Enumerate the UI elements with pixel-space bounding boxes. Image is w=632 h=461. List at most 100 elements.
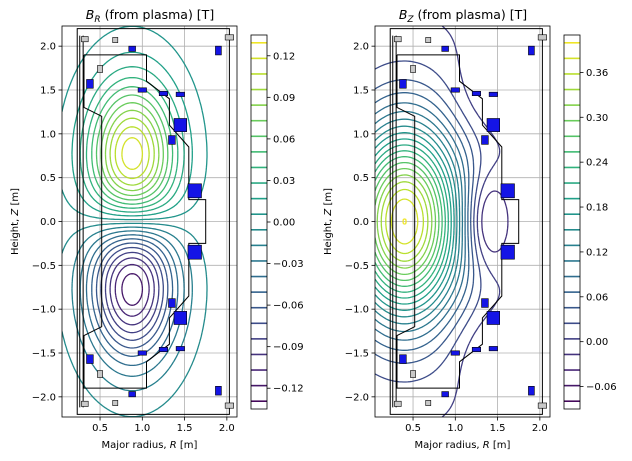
y-axis-label-unit: [m] [10,188,21,209]
x-tick-label: 0.5 [405,423,421,434]
passive-structure [537,402,547,409]
y-tick-label: 0.5 [40,173,56,184]
passive-structure [97,370,103,378]
machine-geometry [389,28,547,415]
pf-coil [173,311,187,325]
pf-coil [187,244,202,260]
y-tick-label: 0.0 [353,217,369,228]
y-tick-label: 2.0 [40,42,56,53]
passive-structure [112,37,119,43]
passive-structure [394,400,402,407]
colorbar-tick-label: 0.09 [273,93,295,104]
chart-title-text: (from plasma) [T] [414,7,528,22]
first-wall [396,54,520,389]
pf-coil [528,386,535,396]
pf-coil [137,350,147,356]
first-wall [83,54,207,389]
passive-structure [81,36,89,43]
contour-level-23 [402,218,407,225]
x-axis-label: Major radius, R [m] [415,440,511,451]
x-tick-label: 2.0 [532,423,548,434]
pf-coil [158,347,168,352]
y-tick-label: 0.0 [40,217,56,228]
x-axis-label-text: Major radius, [415,440,483,451]
x-tick-label: 1.0 [447,423,463,434]
y-tick-label: −0.5 [345,261,369,272]
contour-level-5 [375,60,482,383]
passive-structure [410,65,416,73]
pf-coil [399,79,407,89]
contour-lines [375,26,509,417]
x-axis-label-unit: [m] [490,440,511,451]
contour-level-19 [104,109,160,192]
y-tick-label: −1.5 [345,349,369,360]
pf-coil [471,91,481,96]
pf-coil [137,87,147,93]
contour-level-20 [109,117,155,186]
br-panel: 0.5 1.0 1.5 2.0 2.0 1.5 1.0 0.5 0.0 −0.5 −1.0 −1.5 −… [10,7,304,451]
contour-level-5 [100,246,164,341]
contour-level-12 [62,26,208,221]
y-tick-label: −1.0 [32,305,56,316]
contour-level-22 [121,137,144,170]
colorbar-tick-label: 0.03 [273,176,295,187]
passive-structure [410,370,416,378]
contour-level-16 [91,86,174,205]
y-tick-label: −2.0 [345,392,369,403]
pf-coil [500,244,515,260]
pf-coil [399,354,407,364]
passive-structure [224,34,234,41]
contour-level-10 [71,226,193,392]
pf-coil [450,350,460,356]
pf-coil [450,87,460,93]
x-tick-label: 0.5 [92,423,108,434]
chart-title-text: (from plasma) [T] [101,7,215,22]
contour-level-13 [375,138,452,305]
colorbar-tick-label: 0.36 [586,68,608,79]
pf-coil [481,298,489,308]
contour-level-11 [62,222,208,417]
colorbar-tick-label: 0.30 [586,113,608,124]
y-tick-label: −0.5 [32,261,56,272]
y-tick-label: −2.0 [32,392,56,403]
contour-level-1 [121,273,144,306]
pf-coil [187,183,202,199]
colorbar: 0.12 0.09 0.06 0.03 0.00 −0.03 −0.06 −0.09 −0.12 [250,34,304,410]
pf-coil [215,45,222,56]
y-tick-label: −1.0 [345,305,369,316]
x-axis-label-text: Major radius, [102,440,170,451]
contour-level-17 [95,94,169,201]
colorbar-tick-label: 0.18 [586,203,608,214]
colorbar-tick-label: 0.00 [273,218,295,229]
pf-coil [488,346,498,352]
colorbar-tick-label: −0.09 [273,342,304,353]
colorbar-tick-label: 0.12 [586,247,608,258]
colorbar-tick-label: −0.06 [586,382,617,393]
y-axis-label-text: Height, [323,216,334,255]
contour-level-8 [85,234,179,367]
machine-geometry [76,28,234,415]
y-axis-label: Height, Z [m] [10,188,21,255]
contour-level-8 [375,102,466,341]
y-tick-label: 0.5 [353,173,369,184]
y-axis-label-text: Height, [10,216,21,255]
vessel-outer [389,28,543,415]
chart-title-symbol: B [399,7,408,22]
x-axis-label-var: R [170,440,177,451]
pf-coil [168,135,176,145]
y-tick-label: −1.5 [32,349,56,360]
chart-title: BZ (from plasma) [T] [399,7,527,25]
contour-level-14 [375,144,449,299]
chart-title-subscript: R [94,15,100,25]
pf-coil [128,45,136,52]
chart-title: BR (from plasma) [T] [86,7,214,25]
y-tick-label: 1.5 [40,85,56,96]
colorbar-tick-label: 0.12 [273,51,295,62]
colorbar-frame [563,34,581,410]
colorbar-tick-label: 0.24 [586,158,608,169]
contour-level-21 [114,126,150,180]
y-tick-label: 1.0 [353,129,369,140]
x-axis-label: Major radius, R [m] [102,440,198,451]
passive-structure [394,36,402,43]
